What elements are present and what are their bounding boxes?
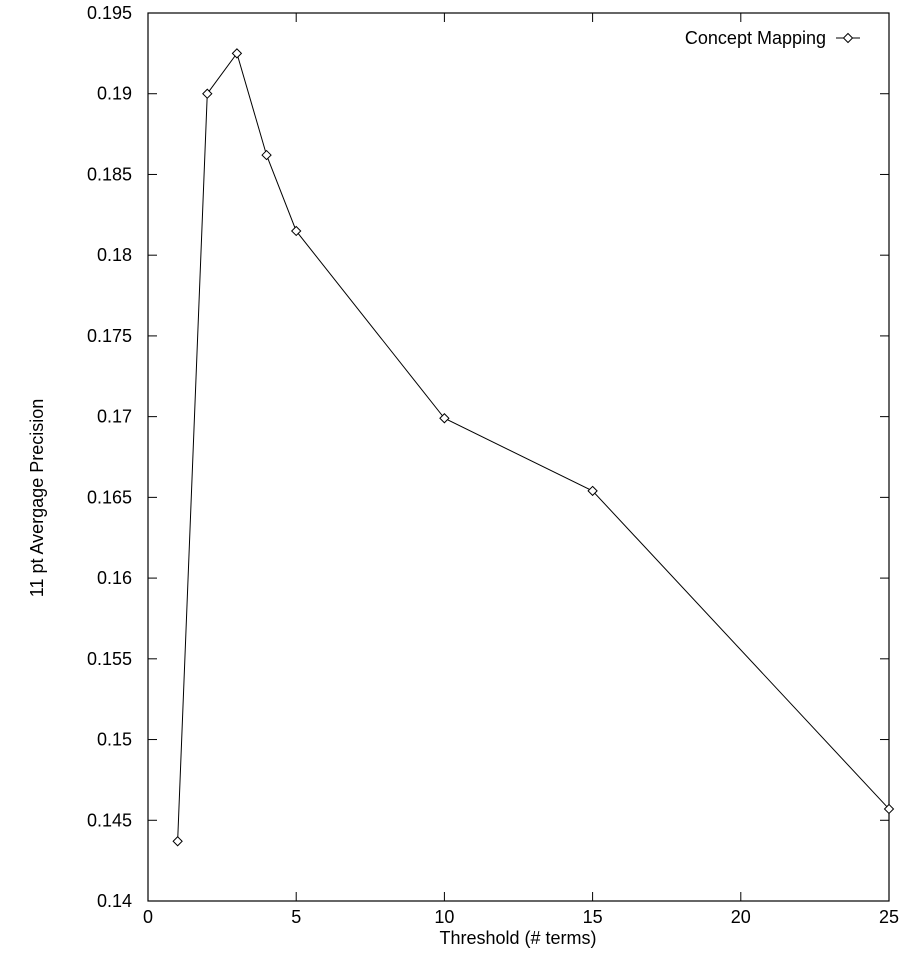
x-tick-label: 5 [291, 907, 301, 927]
data-point [231, 48, 243, 59]
data-point [883, 803, 895, 815]
legend-marker [842, 32, 854, 44]
x-tick-label: 0 [143, 907, 153, 927]
y-tick-label: 0.195 [87, 3, 132, 23]
data-point [202, 88, 213, 99]
y-tick-label: 0.19 [97, 84, 132, 104]
y-axis-label-group: 11 pt Avergage Precision [27, 399, 47, 597]
y-tick-label: 0.17 [97, 407, 132, 427]
plot-area: 0 5 10 15 20 25 0.14 0.145 0.15 0.155 0.16 0.165 0.1… [87, 3, 899, 927]
y-axis-label: 11 pt Avergage Precision [27, 399, 47, 597]
y-tick-label: 0.15 [97, 730, 132, 750]
plot-frame [147, 12, 890, 902]
data-point [290, 225, 302, 237]
data-point [261, 149, 272, 161]
series-0 [177, 52, 890, 842]
y-tick-label: 0.155 [87, 649, 132, 669]
x-tick-label: 15 [583, 907, 603, 927]
data-point [587, 485, 598, 497]
data-point [439, 413, 450, 424]
x-axis-label: Threshold (# terms) [439, 928, 596, 948]
legend: Concept Mapping [685, 28, 860, 48]
y-tick-label: 0.14 [97, 891, 132, 911]
y-tick-label: 0.145 [87, 810, 132, 830]
y-tick-label: 0.165 [87, 487, 132, 507]
data-point [172, 836, 183, 847]
legend-label: Concept Mapping [685, 28, 826, 48]
y-tick-label: 0.16 [97, 568, 132, 588]
x-tick-label: 25 [879, 907, 899, 927]
y-tick-label: 0.18 [97, 245, 132, 265]
x-tick-label: 20 [731, 907, 751, 927]
y-tick-label: 0.175 [87, 326, 132, 346]
x-tick-label: 10 [434, 907, 454, 927]
y-tick-label: 0.185 [87, 164, 132, 184]
series-line [177, 52, 890, 842]
